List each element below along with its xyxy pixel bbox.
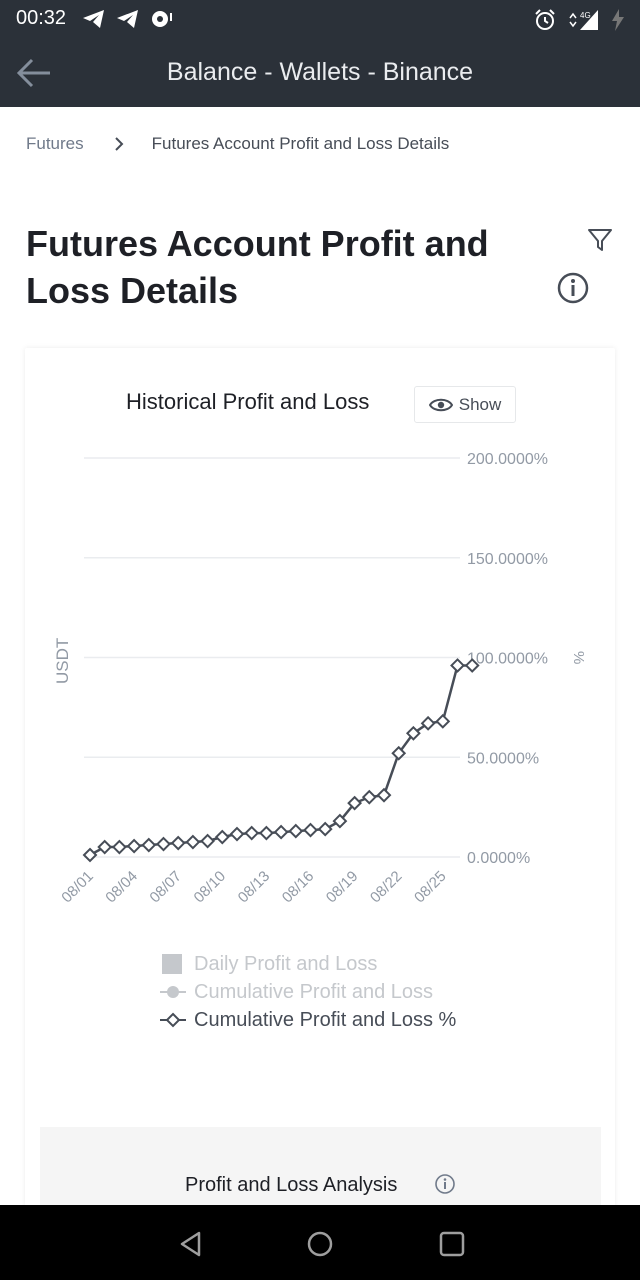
y-axis-label-left: USDT	[53, 638, 72, 684]
recents-square-icon[interactable]	[437, 1229, 467, 1259]
signal-4g-icon: 4G	[569, 10, 598, 30]
chart-title: Historical Profit and Loss	[126, 389, 370, 414]
breadcrumb: Futures Futures Account Profit and Loss …	[26, 134, 449, 154]
pnl-line-chart: 200.0000% 150.0000% 100.0000% 50.0000% 0.000…	[53, 451, 587, 907]
data-point-marker[interactable]	[288, 823, 304, 839]
data-point-marker[interactable]	[126, 838, 142, 854]
data-point-marker[interactable]	[170, 835, 186, 851]
data-point-marker[interactable]	[244, 825, 260, 841]
data-point-marker[interactable]	[200, 833, 216, 849]
pnl-analysis-panel	[40, 1127, 601, 1208]
status-bar: 00:32 4G	[0, 0, 640, 38]
data-point-marker[interactable]	[347, 795, 363, 811]
y-tick-label: 200.0000%	[467, 451, 548, 468]
data-point-marker[interactable]	[332, 813, 348, 829]
data-point-marker[interactable]	[185, 834, 201, 850]
x-axis-ticks: 08/01 08/04 08/07 08/10 08/13 08/16 08/19 08/22…	[58, 868, 449, 907]
legend-label: Cumulative Profit and Loss	[194, 980, 434, 1003]
data-point-marker[interactable]	[156, 836, 171, 852]
app-bar: Balance - Wallets - Binance	[0, 38, 640, 107]
show-label: Show	[458, 394, 502, 414]
breadcrumb-futures-link[interactable]: Futures	[26, 134, 84, 153]
data-point-marker[interactable]	[435, 713, 451, 729]
data-point-marker[interactable]	[450, 658, 465, 673]
x-tick-label: 08/13	[235, 868, 274, 907]
home-circle-icon[interactable]	[305, 1229, 335, 1259]
app-bar-title: Balance - Wallets - Binance	[166, 58, 474, 86]
x-tick-label: 08/04	[102, 868, 141, 907]
data-point-marker[interactable]	[258, 825, 274, 841]
data-point-marker[interactable]	[82, 847, 98, 863]
legend-cumulative-pnl[interactable]: Cumulative Profit and Loss	[160, 978, 456, 1006]
square-icon	[162, 954, 182, 974]
x-tick-label: 08/01	[58, 868, 97, 907]
battery-charging-icon	[612, 9, 624, 31]
data-point-marker[interactable]	[464, 658, 480, 673]
legend-daily-pnl[interactable]: Daily Profit and Loss	[160, 950, 456, 978]
data-point-marker[interactable]	[420, 715, 436, 731]
y-tick-label: 0.0000%	[467, 850, 530, 867]
x-tick-label: 08/07	[146, 868, 185, 907]
y-tick-label: 100.0000%	[467, 651, 548, 668]
chart-grid	[84, 457, 460, 858]
network-label: 4G	[580, 11, 591, 20]
data-point-marker[interactable]	[111, 839, 127, 855]
y-axis-label-right: %	[570, 651, 587, 664]
y-axis-ticks: 200.0000% 150.0000% 100.0000% 50.0000% 0.000…	[467, 451, 548, 867]
breadcrumb-current: Futures Account Profit and Loss Details	[151, 134, 450, 153]
data-point-marker[interactable]	[303, 822, 318, 838]
alarm-icon	[535, 9, 555, 30]
notification-icon	[152, 11, 172, 27]
data-point-marker[interactable]	[405, 725, 421, 741]
arrow-left-icon[interactable]	[14, 56, 54, 90]
info-icon[interactable]	[434, 1173, 456, 1195]
telegram-icon	[117, 10, 138, 28]
status-time: 00:32	[16, 7, 67, 29]
data-point-marker[interactable]	[273, 824, 289, 840]
eye-icon	[428, 398, 453, 411]
info-icon[interactable]	[556, 271, 590, 305]
data-point-marker[interactable]	[361, 789, 377, 805]
system-nav-bar	[0, 1205, 640, 1280]
x-tick-label: 08/16	[279, 868, 318, 907]
chart-legend: Daily Profit and Loss Cumulative Profit …	[160, 950, 456, 1034]
legend-label: Cumulative Profit and Loss %	[194, 1008, 457, 1031]
data-point-marker[interactable]	[317, 821, 333, 837]
chart-card	[25, 348, 615, 1208]
chevron-right-icon	[114, 137, 124, 151]
data-point-marker[interactable]	[214, 829, 230, 845]
data-point-marker[interactable]	[229, 826, 245, 842]
series-markers	[82, 658, 480, 863]
x-tick-label: 08/10	[191, 868, 230, 907]
circle-line-icon	[160, 986, 186, 998]
data-point-marker[interactable]	[376, 787, 392, 803]
back-triangle-icon[interactable]	[176, 1229, 206, 1259]
y-tick-label: 150.0000%	[467, 551, 548, 568]
filter-icon[interactable]	[586, 226, 614, 254]
analysis-title: Profit and Loss Analysis	[185, 1174, 398, 1196]
data-point-marker[interactable]	[141, 837, 157, 853]
telegram-icon	[83, 10, 104, 28]
legend-label: Daily Profit and Loss	[194, 952, 378, 975]
x-tick-label: 08/25	[411, 868, 450, 907]
show-button[interactable]: Show	[414, 386, 516, 423]
page-title: Futures Account Profit and Loss Details	[26, 223, 489, 311]
y-tick-label: 50.0000%	[467, 750, 539, 767]
x-tick-label: 08/22	[367, 868, 406, 907]
data-point-marker[interactable]	[391, 745, 407, 761]
x-tick-label: 08/19	[323, 868, 362, 907]
legend-cumulative-pnl-percent[interactable]: Cumulative Profit and Loss %	[160, 1006, 456, 1034]
diamond-line-icon	[160, 1012, 186, 1028]
data-point-marker[interactable]	[97, 839, 113, 855]
